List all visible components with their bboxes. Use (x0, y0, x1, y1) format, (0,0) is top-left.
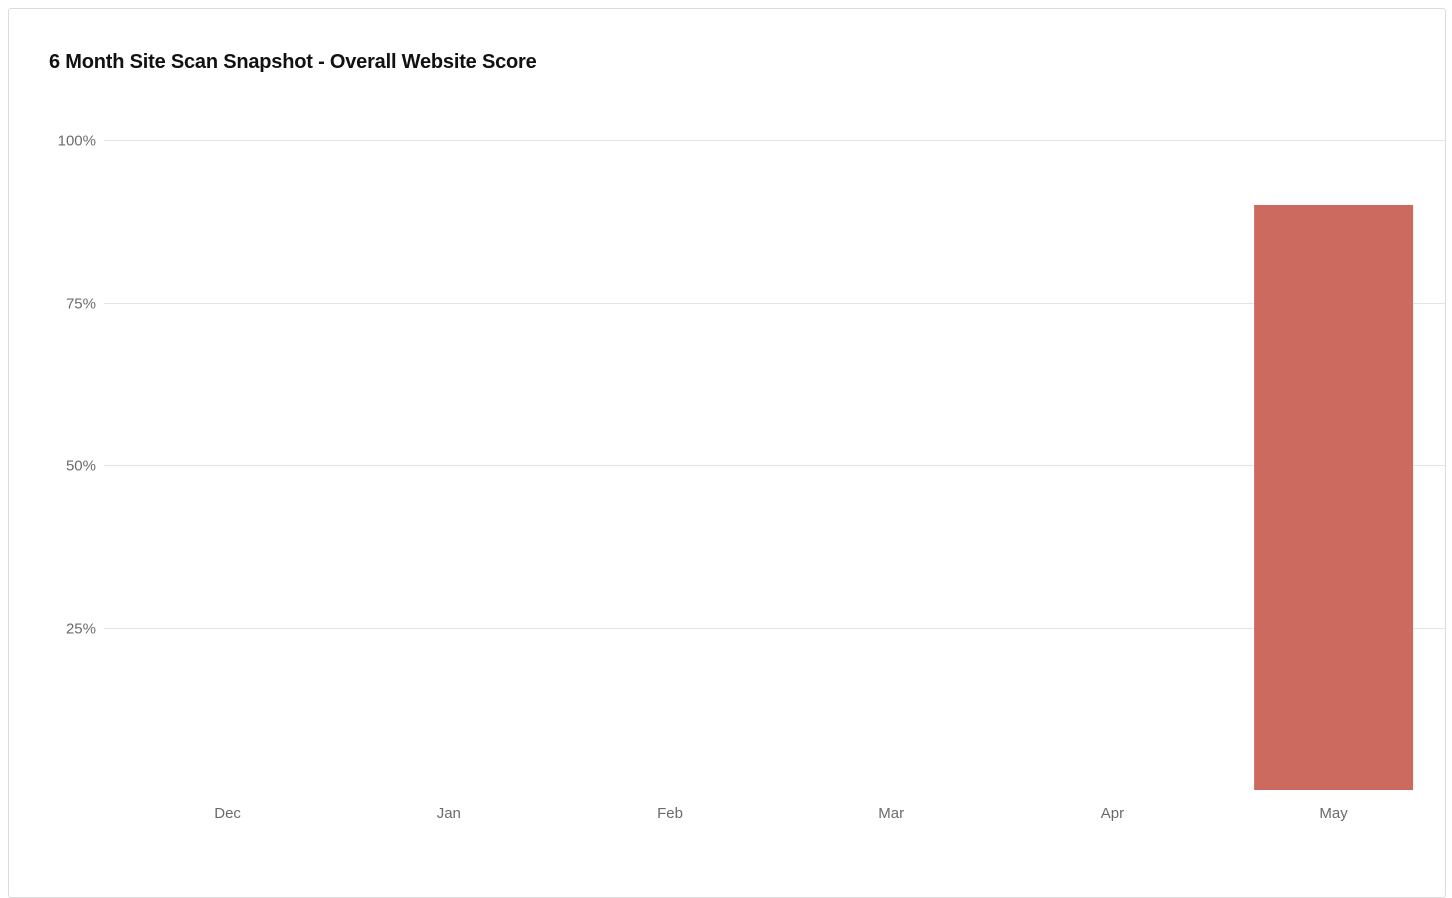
x-tick-label: Apr (1101, 805, 1124, 822)
chart-title: 6 Month Site Scan Snapshot - Overall Web… (49, 51, 537, 73)
y-tick-label: 25% (66, 621, 96, 638)
x-tick-label: Mar (878, 805, 904, 822)
x-tick-label: Feb (657, 805, 683, 822)
x-tick-label: Jan (437, 805, 461, 822)
y-tick-label: 75% (66, 296, 96, 313)
bars (1254, 205, 1414, 790)
x-tick-label: May (1319, 805, 1348, 822)
x-tick-label: Dec (214, 805, 241, 822)
bar-chart: 25% 50% 75% 100% Dec Jan Feb Mar Apr May (58, 133, 1446, 822)
chart-card: 6 Month Site Scan Snapshot - Overall Web… (8, 8, 1446, 898)
x-axis-labels: Dec Jan Feb Mar Apr May (214, 805, 1348, 822)
y-tick-label: 100% (58, 133, 96, 150)
y-tick-label: 50% (66, 458, 96, 475)
y-axis-ticks: 25% 50% 75% 100% (58, 133, 96, 638)
gridlines (104, 140, 1446, 629)
bar-may[interactable] (1254, 205, 1414, 790)
